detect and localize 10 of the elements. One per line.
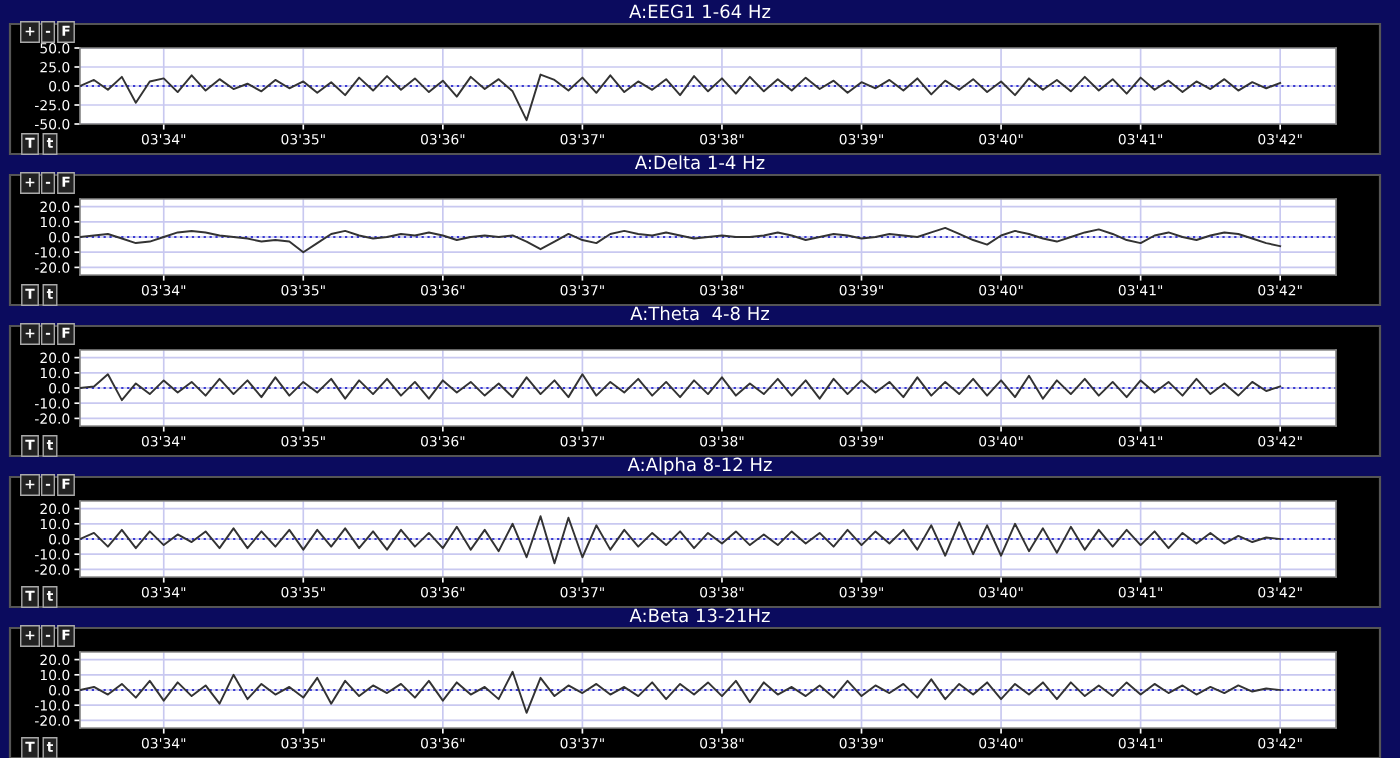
line-series bbox=[80, 670, 1282, 714]
line-series bbox=[80, 373, 1282, 402]
chart-title: A:EEG1 1-64 Hz bbox=[629, 4, 771, 19]
chart-title: A:Delta 1-4 Hz bbox=[634, 155, 765, 170]
line-series bbox=[80, 73, 1282, 122]
line-series bbox=[80, 226, 1282, 254]
chart-title: A:Theta 4-8 Hz bbox=[630, 306, 770, 321]
chart-title: A:Beta 13-21Hz bbox=[629, 608, 770, 623]
line-series bbox=[80, 515, 1282, 565]
chart-title: A:Alpha 8-12 Hz bbox=[627, 457, 772, 475]
